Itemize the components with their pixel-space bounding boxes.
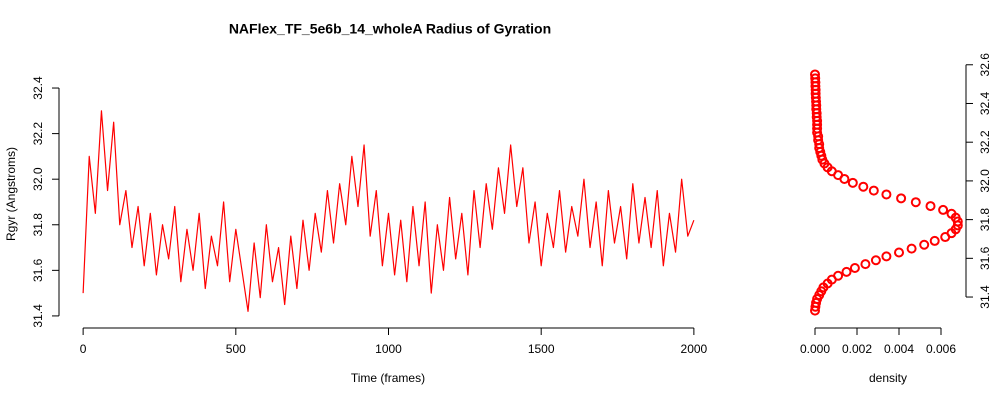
x-axis-label: Time (frames) (351, 371, 425, 385)
density-point (833, 270, 844, 281)
density-point (910, 197, 921, 208)
x-tick-label: 500 (226, 342, 246, 356)
x-tick-label: 0.000 (800, 342, 830, 356)
x-tick-label: 0.002 (842, 342, 872, 356)
y-tick-label: 32.4 (978, 91, 992, 115)
x-tick-label: 0.004 (884, 342, 914, 356)
y-tick-label: 31.4 (978, 285, 992, 309)
y-tick-label: 32.2 (31, 122, 45, 146)
density-point (881, 189, 892, 200)
x-tick-label: 1500 (528, 342, 555, 356)
density-point (870, 255, 881, 266)
density-point (860, 259, 871, 270)
series-line (82, 110, 695, 312)
density-point (810, 69, 821, 80)
y-tick-label: 32.0 (978, 169, 992, 193)
density-point (841, 266, 852, 277)
density-point (925, 201, 936, 212)
chart-title: NAFlex_TF_5e6b_14_wholeA Radius of Gyrat… (229, 21, 551, 37)
y-tick-label: 32.2 (978, 130, 992, 154)
y-tick-label: 31.4 (31, 304, 45, 328)
y-tick-label: 32.0 (31, 167, 45, 191)
density-point (896, 193, 907, 204)
density-point (894, 247, 905, 258)
y-tick-label: 32.4 (31, 76, 45, 100)
y-axis-label: Rgyr (Angstroms) (4, 147, 18, 241)
density-point (906, 243, 917, 254)
y-tick-label: 31.8 (978, 208, 992, 232)
density-point (919, 239, 930, 250)
x-tick-label: 1000 (375, 342, 402, 356)
density-point (938, 204, 949, 215)
density-point (810, 73, 821, 84)
density-point (849, 263, 860, 273)
x-tick-label: 0.006 (926, 342, 956, 356)
x-tick-label: 0 (80, 342, 87, 356)
density-point (929, 235, 940, 246)
density-point (881, 251, 892, 262)
density-point (858, 181, 869, 192)
density-point (847, 177, 858, 188)
y-tick-label: 31.6 (31, 258, 45, 282)
density-point (868, 185, 879, 196)
y-tick-label: 32.6 (978, 53, 992, 77)
y-tick-label: 31.6 (978, 246, 992, 270)
x-axis-label: density (869, 371, 907, 385)
density-point (946, 208, 957, 219)
x-tick-label: 2000 (681, 342, 708, 356)
y-tick-label: 31.8 (31, 213, 45, 237)
